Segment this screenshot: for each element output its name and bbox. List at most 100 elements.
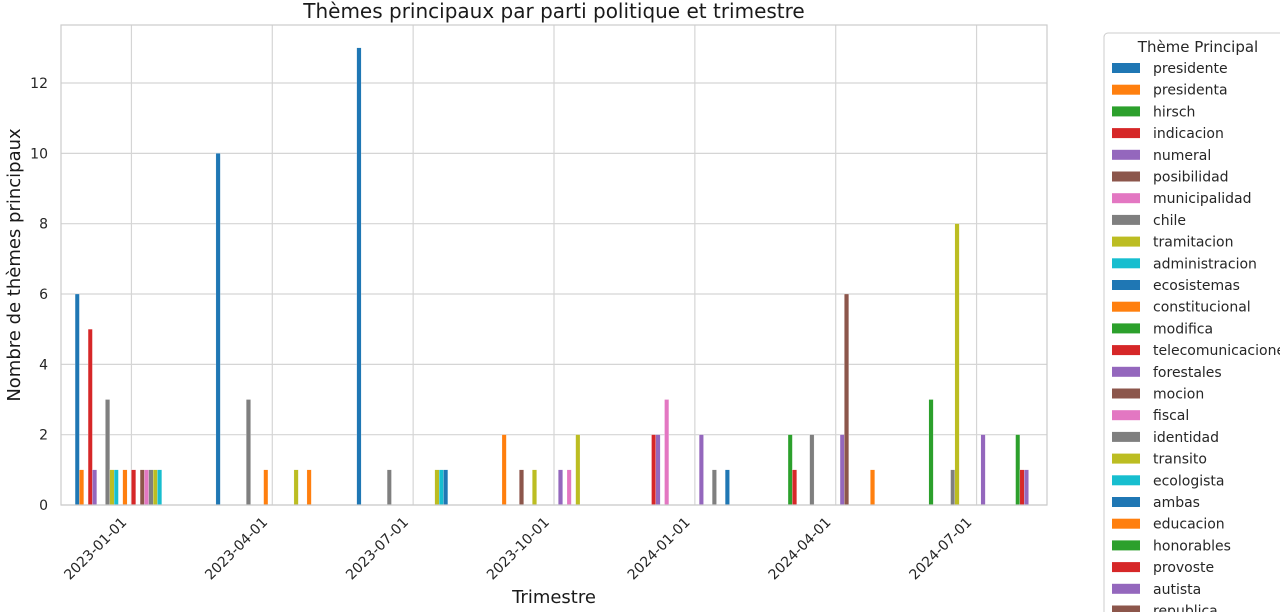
bar-autista-2024-07-01 [1024, 469, 1029, 506]
legend-swatch-indicacion [1112, 128, 1140, 139]
bar-chile-2024-07-01 [950, 469, 956, 506]
x-tick-label: 2024-01-01 [625, 515, 694, 584]
x-ticks: 2023-01-01 2023-04-01 2023-07-01 2023-10-01… [61, 515, 975, 584]
bar-chile-2023-01-01 [105, 399, 110, 506]
x-tick-label: 2023-07-01 [343, 515, 412, 584]
bar-constitucional-2023-04-01 [263, 469, 269, 506]
legend-label-chile: chile [1153, 213, 1186, 229]
y-ticks: 0 2 4 6 8 10 12 [30, 76, 48, 514]
bar-indicacion-2023-01-01 [87, 329, 93, 506]
legend-title: Thème Principal [1137, 38, 1258, 56]
legend-label-numeral: numeral [1153, 148, 1211, 164]
x-axis-label: Trimestre [511, 587, 596, 608]
bars [74, 47, 1029, 506]
legend-label-municipalidad: municipalidad [1153, 191, 1251, 207]
bar-identidad-2024-01-01 [712, 469, 717, 506]
bar-forestales-2024-07-01 [980, 434, 986, 506]
bar-municipalidad-2024-01-01 [664, 399, 669, 506]
legend-swatch-tramitacion [1112, 236, 1140, 247]
legend-label-mocion: mocion [1153, 387, 1204, 403]
y-tick-label: 6 [39, 287, 48, 303]
legend-swatch-hirsch [1112, 106, 1140, 117]
legend-swatch-forestales [1112, 366, 1140, 377]
legend-swatch-ecosistemas [1112, 280, 1140, 290]
plot-frame [60, 24, 1048, 506]
bar-numeral-2023-01-01 [92, 469, 97, 506]
legend-swatch-municipalidad [1112, 193, 1140, 204]
y-tick-label: 4 [39, 357, 48, 373]
legend-swatch-mocion [1112, 388, 1140, 399]
bar-ecologista-2023-07-01 [439, 469, 444, 506]
bar-transito-2023-10-01 [575, 434, 581, 506]
y-tick-label: 2 [39, 428, 48, 444]
bar-transito-2023-01-01 [152, 469, 158, 506]
x-tick-label: 2024-04-01 [766, 515, 835, 584]
bar-constitucional-2023-01-01 [122, 469, 128, 506]
legend-swatch-posibilidad [1112, 171, 1140, 182]
bar-provoste-2024-07-01 [1019, 469, 1025, 506]
legend-label-modifica: modifica [1153, 321, 1213, 337]
bar-fiscal-2023-01-01 [144, 469, 149, 506]
bar-honorables-2024-07-01 [1015, 434, 1021, 506]
legend-swatch-numeral [1112, 149, 1140, 160]
legend-label-autista: autista [1153, 582, 1201, 598]
x-tick-label: 2023-10-01 [484, 515, 553, 584]
bar-posibilidad-2023-10-01 [519, 469, 524, 506]
bar-hirsch-2024-04-01 [787, 434, 793, 506]
y-tick-label: 10 [30, 146, 48, 162]
bar-presidente-2023-07-01 [356, 47, 362, 506]
bar-forestales-2024-04-01 [839, 434, 845, 506]
bar-chile-2023-04-01 [246, 399, 251, 506]
legend-swatch-ambas [1112, 497, 1140, 507]
bar-indicacion-2024-04-01 [792, 469, 797, 506]
bar-telecomunicaciones-2023-01-01 [131, 469, 136, 506]
legend-label-ecologista: ecologista [1153, 473, 1224, 489]
x-tick-label: 2023-04-01 [202, 515, 271, 584]
bar-presidente-2023-01-01 [74, 293, 80, 506]
legend-frame [1103, 32, 1280, 612]
legend-swatch-identidad [1112, 431, 1140, 442]
legend-swatch-telecomunicaciones [1112, 345, 1140, 356]
legend-swatch-honorables [1112, 540, 1140, 551]
legend-label-forestales: forestales [1153, 365, 1222, 381]
legend-swatch-administracion [1112, 258, 1140, 269]
bar-hirsch-2024-07-01 [928, 399, 934, 506]
y-tick-label: 0 [39, 498, 48, 514]
legend-swatch-republica [1112, 605, 1140, 612]
bar-forestales-2024-01-01 [699, 434, 704, 506]
legend-label-fiscal: fiscal [1153, 408, 1189, 424]
legend-swatch-constitucional [1112, 301, 1140, 312]
bar-educacion-2023-04-01 [306, 469, 312, 506]
legend-swatch-transito [1112, 453, 1140, 464]
bar-mocion-2023-01-01 [139, 469, 145, 506]
legend-label-tramitacion: tramitacion [1153, 235, 1233, 251]
bar-educacion-2024-04-01 [870, 469, 875, 506]
bar-numeral-2024-01-01 [655, 434, 661, 506]
legend-label-constitucional: constitucional [1153, 300, 1251, 316]
bar-identidad-2023-01-01 [148, 469, 154, 506]
bar-tramitacion-2023-10-01 [532, 469, 537, 506]
legend-label-posibilidad: posibilidad [1153, 170, 1229, 186]
bar-mocion-2024-04-01 [844, 293, 849, 506]
legend-swatch-presidenta [1112, 84, 1140, 95]
x-tick-label: 2024-07-01 [907, 515, 976, 584]
legend-swatch-chile [1112, 214, 1140, 225]
bar-ecologista-2023-01-01 [157, 469, 162, 506]
bar-chile-2023-07-01 [387, 469, 392, 506]
bar-ambas-2024-01-01 [725, 469, 730, 506]
legend-label-educacion: educacion [1153, 517, 1225, 533]
legend-label-provoste: provoste [1153, 560, 1214, 576]
legend-label-republica: republica [1153, 604, 1218, 612]
legend-swatch-modifica [1112, 323, 1140, 334]
bar-transito-2023-07-01 [434, 469, 440, 506]
bar-presidenta-2023-10-01 [501, 434, 507, 506]
y-tick-label: 12 [30, 76, 48, 92]
bar-indicacion-2024-01-01 [651, 434, 656, 506]
legend-label-hirsch: hirsch [1153, 104, 1195, 120]
legend-swatch-ecologista [1112, 475, 1140, 486]
bar-fiscal-2023-10-01 [566, 469, 572, 506]
legend-label-honorables: honorables [1153, 538, 1231, 554]
bar-transito-2023-04-01 [293, 469, 299, 506]
y-axis-label: Nombre de thèmes principaux [4, 128, 25, 402]
